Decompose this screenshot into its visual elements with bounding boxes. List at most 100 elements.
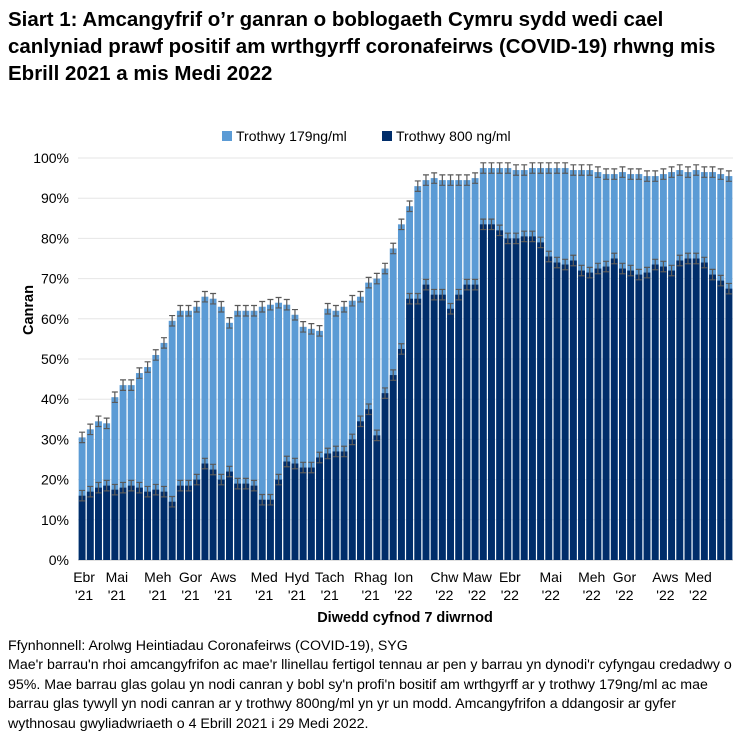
x-tick-label: Gor — [179, 569, 203, 585]
error-bar — [701, 256, 708, 269]
error-bar — [422, 278, 429, 291]
error-bar — [398, 343, 405, 355]
bar-179 — [275, 302, 283, 560]
error-bar — [144, 485, 151, 498]
error-bar — [684, 166, 691, 178]
x-tick-label: Ion — [394, 569, 413, 585]
error-bar — [291, 457, 298, 470]
error-bar — [111, 391, 118, 404]
y-tick-label: 20% — [41, 472, 69, 488]
x-tick-year: '22 — [583, 587, 601, 603]
bar-800 — [463, 284, 471, 560]
error-bar — [283, 298, 290, 311]
bar-800 — [307, 467, 315, 560]
error-bar — [234, 304, 241, 317]
x-tick-label: Rhag — [354, 569, 387, 585]
error-bar — [652, 170, 659, 182]
error-bar — [226, 316, 233, 329]
x-tick-year: '21 — [75, 587, 93, 603]
error-bar — [357, 290, 364, 303]
bar-179 — [340, 306, 348, 560]
bar-800 — [692, 258, 700, 560]
error-bar — [488, 162, 495, 174]
bar-179 — [299, 326, 307, 560]
error-bar — [570, 254, 577, 267]
bar-800 — [250, 485, 258, 560]
error-bar — [210, 292, 217, 305]
x-tick-year: '22 — [435, 587, 453, 603]
error-bar — [668, 166, 675, 178]
error-bar — [185, 479, 192, 492]
error-bar — [611, 168, 618, 180]
x-tick-year: '22 — [468, 587, 486, 603]
error-bar — [414, 180, 421, 192]
error-bar — [201, 290, 208, 303]
bar-179 — [266, 304, 274, 560]
x-tick-year: '22 — [394, 587, 412, 603]
error-bar — [455, 174, 462, 186]
error-bar — [79, 431, 86, 444]
error-bar — [553, 162, 560, 174]
error-bar — [95, 481, 102, 494]
error-bar — [431, 288, 438, 301]
y-tick-label: 90% — [41, 190, 69, 206]
error-bar — [496, 162, 503, 174]
error-bar — [185, 304, 192, 317]
error-bar — [676, 164, 683, 176]
error-bar — [594, 262, 601, 275]
bar-800 — [651, 264, 659, 560]
bar-800 — [512, 238, 520, 560]
x-tick-year: '21 — [288, 587, 306, 603]
error-bar — [95, 415, 102, 428]
error-bar — [529, 230, 536, 243]
bar-800 — [668, 270, 676, 560]
error-bar — [422, 174, 429, 186]
bar-179 — [373, 278, 381, 560]
error-bar — [439, 288, 446, 301]
bar-800 — [561, 264, 569, 560]
error-bar — [324, 447, 331, 460]
bar-800 — [496, 230, 504, 561]
error-bar — [160, 485, 167, 498]
error-bar — [242, 304, 249, 317]
bar-800 — [258, 499, 266, 560]
error-bar — [725, 170, 732, 182]
error-bar — [103, 479, 110, 492]
bar-800 — [438, 294, 446, 560]
error-bar — [480, 162, 487, 174]
y-tick-label: 30% — [41, 431, 69, 447]
bar-179 — [176, 310, 184, 560]
bar-800 — [717, 280, 725, 560]
x-tick-label: Meh — [578, 569, 605, 585]
bar-800 — [627, 270, 635, 560]
x-tick-year: '22 — [615, 587, 633, 603]
bar-179 — [144, 367, 152, 560]
error-bar — [660, 260, 667, 273]
bar-800 — [324, 453, 332, 560]
error-bar — [193, 473, 200, 486]
error-bar — [120, 481, 127, 494]
legend-label: Trothwy 179ng/ml — [236, 128, 347, 144]
error-bar — [111, 483, 118, 496]
bar-800 — [430, 294, 438, 560]
error-bar — [709, 268, 716, 281]
error-bar — [193, 300, 200, 313]
bar-800 — [447, 308, 454, 560]
x-tick-label: Aws — [210, 569, 236, 585]
error-bar — [578, 264, 585, 277]
error-bar — [504, 162, 511, 174]
x-axis-title: Diwedd cyfnod 7 diwrnod — [317, 610, 493, 626]
error-bar — [291, 308, 298, 321]
error-bar — [373, 429, 380, 442]
x-tick-label: Med — [685, 569, 712, 585]
error-bar — [128, 379, 135, 391]
legend-label: Trothwy 800 ng/ml — [396, 128, 511, 144]
legend-swatch — [222, 131, 232, 141]
error-bar — [611, 252, 618, 265]
error-bar — [79, 489, 86, 502]
bar-800 — [193, 479, 201, 560]
bar-800 — [127, 485, 135, 560]
bar-179 — [234, 310, 242, 560]
error-bar — [439, 174, 446, 186]
bar-800 — [389, 375, 397, 560]
